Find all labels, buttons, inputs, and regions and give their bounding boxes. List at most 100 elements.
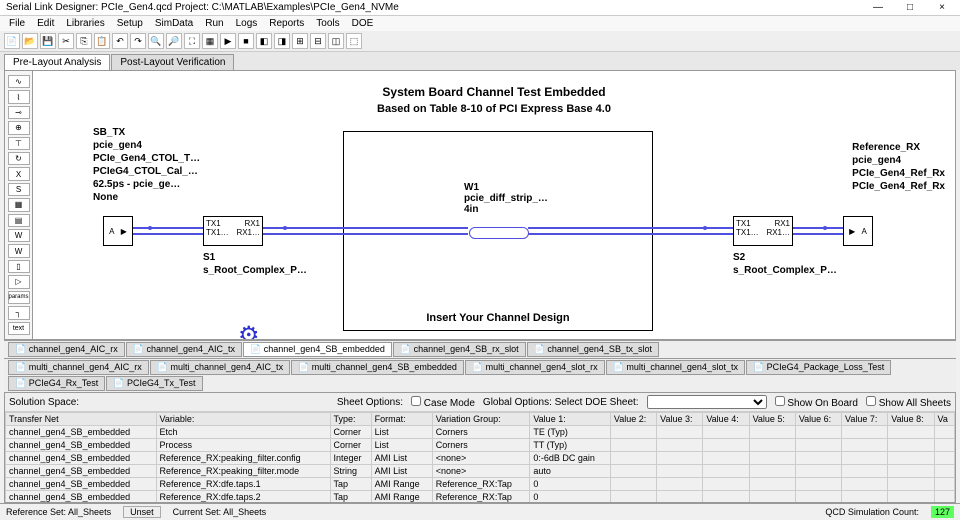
s1-box[interactable]: TX1RX1 TX1…RX1…: [203, 216, 263, 246]
p-wave2[interactable]: ⌇: [8, 90, 30, 103]
canvas-title: System Board Channel Test Embedded: [382, 85, 605, 99]
tb-b3[interactable]: ⊞: [292, 33, 308, 49]
table-row[interactable]: channel_gen4_SB_embeddedEtchCornerListCo…: [6, 426, 955, 439]
unset-button[interactable]: Unset: [123, 506, 161, 518]
w1-block: W1pcie_diff_strip_…4in: [464, 182, 548, 215]
p-w2[interactable]: W: [8, 244, 30, 257]
tx-block[interactable]: SB_TX pcie_gen4 PCIe_Gen4_CTOL_T… PCIeG4…: [93, 126, 200, 204]
tb-fit[interactable]: ⛶: [184, 33, 200, 49]
tb-b2[interactable]: ◨: [274, 33, 290, 49]
maximize-button[interactable]: □: [898, 2, 922, 13]
menu-simdata[interactable]: SimData: [150, 17, 198, 30]
rx-block[interactable]: Reference_RX pcie_gen4 PCIe_Gen4_Ref_Rx …: [852, 141, 945, 193]
table-row[interactable]: channel_gen4_SB_embeddedReference_RX:dfe…: [6, 491, 955, 503]
tab-prelayout[interactable]: Pre-Layout Analysis: [4, 54, 110, 70]
schematic-tab[interactable]: 📄 PCIeG4_Rx_Test: [8, 376, 105, 391]
tb-undo[interactable]: ↶: [112, 33, 128, 49]
menu-edit[interactable]: Edit: [32, 17, 59, 30]
p-stack[interactable]: ▦: [8, 198, 30, 211]
tb-redo[interactable]: ↷: [130, 33, 146, 49]
schematic-tab[interactable]: 📄 channel_gen4_AIC_rx: [8, 342, 125, 357]
p-w1[interactable]: W: [8, 229, 30, 242]
tb-b5[interactable]: ◫: [328, 33, 344, 49]
p-t[interactable]: ⊤: [8, 137, 30, 150]
show-all-check[interactable]: Show All Sheets: [866, 396, 951, 409]
s2-box[interactable]: TX1RX1 TX1…RX1…: [733, 216, 793, 246]
canvas-subtitle: Based on Table 8-10 of PCI Express Base …: [377, 103, 611, 115]
tb-run[interactable]: ▶: [220, 33, 236, 49]
schematic-tab[interactable]: 📄 multi_channel_gen4_slot_rx: [465, 360, 605, 375]
sim-count: 127: [931, 506, 954, 518]
tb-paste[interactable]: 📋: [94, 33, 110, 49]
table-row[interactable]: channel_gen4_SB_embeddedProcessCornerLis…: [6, 439, 955, 452]
doe-sheet-select[interactable]: [647, 395, 767, 409]
schematic-tab[interactable]: 📄 PCIeG4_Tx_Test: [106, 376, 202, 391]
close-button[interactable]: ×: [930, 2, 954, 13]
minimize-button[interactable]: —: [866, 2, 890, 13]
p-params[interactable]: params: [8, 291, 30, 304]
schematic-tab[interactable]: 📄 multi_channel_gen4_SB_embedded: [291, 360, 464, 375]
tb-zoomin[interactable]: 🔍: [148, 33, 164, 49]
tx-amp[interactable]: A▶: [103, 216, 133, 246]
p-stack2[interactable]: ▤: [8, 214, 30, 227]
tb-save[interactable]: 💾: [40, 33, 56, 49]
w1-element[interactable]: [469, 227, 529, 239]
schematic-tab[interactable]: 📄 multi_channel_gen4_AIC_rx: [8, 360, 149, 375]
menu-tools[interactable]: Tools: [311, 17, 344, 30]
show-board-check[interactable]: Show On Board: [775, 396, 858, 409]
gear-icon[interactable]: ⚙: [238, 321, 260, 340]
tb-new[interactable]: 📄: [4, 33, 20, 49]
schematic-tab[interactable]: 📄 multi_channel_gen4_slot_tx: [606, 360, 745, 375]
schematic-tab[interactable]: 📄 channel_gen4_SB_tx_slot: [527, 342, 659, 357]
menu-logs[interactable]: Logs: [231, 17, 263, 30]
p-s[interactable]: S: [8, 183, 30, 196]
p-rect[interactable]: ▯: [8, 260, 30, 273]
p-x[interactable]: X: [8, 167, 30, 180]
solspace-title: Solution Space:: [9, 397, 79, 408]
p-src[interactable]: ⊕: [8, 121, 30, 134]
tb-grid[interactable]: ▦: [202, 33, 218, 49]
solution-table[interactable]: Transfer NetVariable:Type:Format:Variati…: [5, 412, 955, 502]
table-row[interactable]: channel_gen4_SB_embeddedReference_RX:pea…: [6, 452, 955, 465]
p-loop[interactable]: ↻: [8, 152, 30, 165]
menu-reports[interactable]: Reports: [264, 17, 309, 30]
tb-cut[interactable]: ✂: [58, 33, 74, 49]
palette: ∿ ⌇ ⊸ ⊕ ⊤ ↻ X S ▦ ▤ W W ▯ ▷ params ┐ tex…: [5, 71, 33, 339]
tb-b1[interactable]: ◧: [256, 33, 272, 49]
menu-doe[interactable]: DOE: [347, 17, 379, 30]
p-wave[interactable]: ∿: [8, 75, 30, 88]
canvas[interactable]: System Board Channel Test Embedded Based…: [33, 71, 955, 339]
p-text[interactable]: text: [8, 322, 30, 335]
schematic-tab[interactable]: 📄 channel_gen4_SB_embedded: [243, 342, 392, 357]
tb-open[interactable]: 📂: [22, 33, 38, 49]
s2-label: S2s_Root_Complex_P…: [733, 251, 837, 277]
rx-amp[interactable]: ▶A: [843, 216, 873, 246]
table-row[interactable]: channel_gen4_SB_embeddedReference_RX:dfe…: [6, 478, 955, 491]
schematic-tab[interactable]: 📄 PCIeG4_Package_Loss_Test: [746, 360, 891, 375]
p-corner[interactable]: ┐: [8, 306, 30, 319]
menu-run[interactable]: Run: [200, 17, 228, 30]
schematic-tab[interactable]: 📄 channel_gen4_SB_rx_slot: [393, 342, 526, 357]
case-mode-check[interactable]: Case Mode: [411, 396, 475, 409]
p-amp[interactable]: ▷: [8, 275, 30, 288]
p-conn[interactable]: ⊸: [8, 106, 30, 119]
menu-libraries[interactable]: Libraries: [61, 17, 109, 30]
schematic-tab[interactable]: 📄 channel_gen4_AIC_tx: [126, 342, 242, 357]
menu-file[interactable]: File: [4, 17, 30, 30]
table-row[interactable]: channel_gen4_SB_embeddedReference_RX:pea…: [6, 465, 955, 478]
toolbar: 📄 📂 💾 ✂ ⎘ 📋 ↶ ↷ 🔍 🔎 ⛶ ▦ ▶ ■ ◧ ◨ ⊞ ⊟ ◫ ⬚: [0, 31, 960, 52]
channel-box[interactable]: W1pcie_diff_strip_…4in Insert Your Chann…: [343, 131, 653, 331]
schematic-tab[interactable]: 📄 multi_channel_gen4_AIC_tx: [150, 360, 290, 375]
window-title: Serial Link Designer: PCIe_Gen4.qcd Proj…: [6, 2, 399, 13]
ref-set: Reference Set: All_Sheets: [6, 507, 111, 517]
tab-postlayout[interactable]: Post-Layout Verification: [111, 54, 234, 70]
insert-label: Insert Your Channel Design: [344, 312, 652, 324]
s1-label: S1s_Root_Complex_P…: [203, 251, 307, 277]
menu-setup[interactable]: Setup: [112, 17, 148, 30]
tb-b4[interactable]: ⊟: [310, 33, 326, 49]
tb-copy[interactable]: ⎘: [76, 33, 92, 49]
tb-stop[interactable]: ■: [238, 33, 254, 49]
sim-count-label: QCD Simulation Count:: [825, 507, 919, 517]
tb-b6[interactable]: ⬚: [346, 33, 362, 49]
tb-zoomout[interactable]: 🔎: [166, 33, 182, 49]
